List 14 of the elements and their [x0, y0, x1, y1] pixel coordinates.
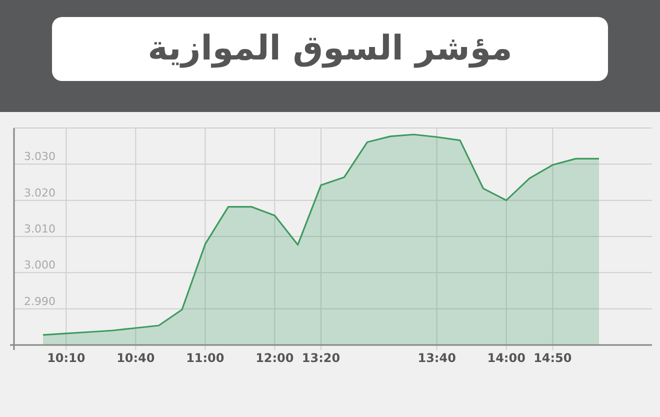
x-tick-label: 10:10: [47, 351, 86, 365]
x-tick-label: 14:50: [534, 351, 572, 365]
x-tick-label: 14:00: [487, 351, 526, 365]
y-tick-label: 3.010: [24, 222, 56, 236]
x-tick-label: 12:00: [256, 351, 294, 365]
x-tick-label: 13:40: [418, 351, 456, 365]
x-tick-label: 11:00: [186, 351, 224, 365]
x-tick-label: 10:40: [116, 351, 155, 365]
y-tick-label: 3.030: [24, 150, 56, 164]
y-tick-label: 3.020: [24, 186, 56, 200]
y-tick-label: 2.990: [24, 294, 56, 308]
x-tick-label: 13:20: [302, 351, 340, 365]
chart-title: مؤشر السوق الموازية: [148, 28, 512, 68]
y-tick-label: 3.000: [24, 258, 56, 272]
